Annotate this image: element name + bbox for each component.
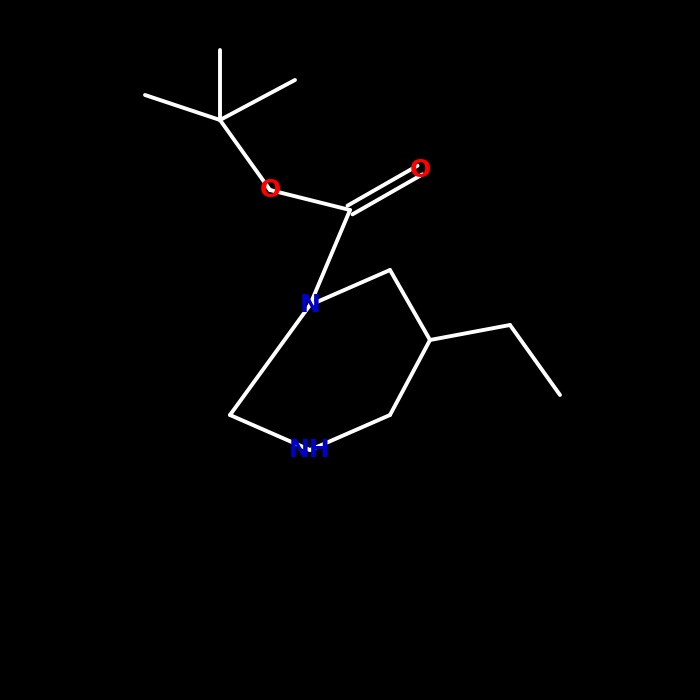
Text: N: N	[300, 293, 321, 317]
Text: NH: NH	[289, 438, 331, 462]
Text: O: O	[260, 178, 281, 202]
Text: O: O	[410, 158, 430, 182]
